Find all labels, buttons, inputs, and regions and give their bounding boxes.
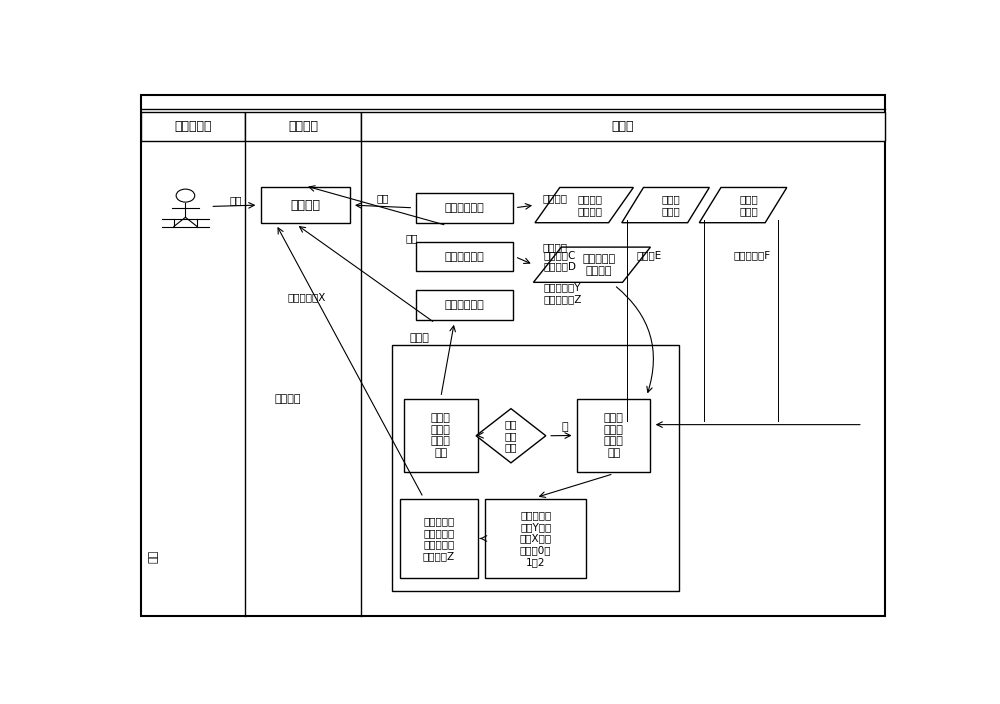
Text: 数据采集模块: 数据采集模块 bbox=[444, 203, 484, 213]
Text: 权重：E: 权重：E bbox=[637, 250, 662, 260]
Polygon shape bbox=[535, 187, 633, 222]
Text: 平均值：C
最大值：D: 平均值：C 最大值：D bbox=[544, 250, 576, 272]
Text: 数据生成: 数据生成 bbox=[543, 193, 568, 203]
Text: 风险等级：F: 风险等级：F bbox=[733, 250, 770, 260]
Bar bbox=[577, 399, 650, 472]
Text: 请求: 请求 bbox=[229, 195, 242, 205]
Bar bbox=[392, 345, 679, 591]
Text: 渠道权
重数据: 渠道权 重数据 bbox=[662, 194, 680, 216]
Text: 是: 是 bbox=[562, 422, 569, 432]
Text: 子流程: 子流程 bbox=[409, 333, 429, 343]
Text: 匹配: 匹配 bbox=[406, 233, 418, 243]
Text: 本发明: 本发明 bbox=[612, 120, 634, 133]
Text: 执行: 执行 bbox=[149, 549, 159, 562]
Bar bbox=[416, 193, 512, 222]
Bar bbox=[416, 241, 512, 272]
Text: 流量访问
阈值数据: 流量访问 阈值数据 bbox=[578, 194, 603, 216]
Bar bbox=[485, 499, 586, 578]
Text: 根据阶梯式
计算结果得
到对应的控
制策略：Z: 根据阶梯式 计算结果得 到对应的控 制策略：Z bbox=[423, 516, 455, 561]
Text: 取各自
的平均
值和最
大值: 取各自 的平均 值和最 大值 bbox=[604, 413, 624, 458]
Text: 阶梯式流量
控制策略: 阶梯式流量 控制策略 bbox=[582, 254, 615, 275]
Text: 控制策略模块: 控制策略模块 bbox=[444, 251, 484, 262]
Text: 是否
取通
用值: 是否 取通 用值 bbox=[505, 419, 517, 453]
Text: 渠道风
险数据: 渠道风 险数据 bbox=[739, 194, 758, 216]
Bar bbox=[540, 220, 865, 420]
Text: 数据生成: 数据生成 bbox=[543, 242, 568, 252]
Text: 采集: 采集 bbox=[376, 193, 389, 203]
Text: 系统操作员: 系统操作员 bbox=[174, 120, 212, 133]
Bar bbox=[404, 399, 478, 472]
Bar bbox=[261, 187, 350, 222]
Bar bbox=[416, 291, 512, 320]
Bar bbox=[245, 112, 361, 142]
Text: 根据阶梯式
公式Y计算
当前X对应
结果：0、
1、2: 根据阶梯式 公式Y计算 当前X对应 结果：0、 1、2 bbox=[520, 510, 552, 567]
Text: 流量请求：X: 流量请求：X bbox=[288, 292, 326, 302]
Text: 取操作
员当前
流量累
计量: 取操作 员当前 流量累 计量 bbox=[431, 413, 451, 458]
Text: 策略执行: 策略执行 bbox=[274, 394, 301, 404]
Text: 业务渠道: 业务渠道 bbox=[290, 199, 320, 212]
Text: 策略获取模块: 策略获取模块 bbox=[444, 301, 484, 310]
Text: 计算公式：Y
控制策略：Z: 计算公式：Y 控制策略：Z bbox=[544, 282, 582, 304]
Polygon shape bbox=[622, 187, 709, 222]
Polygon shape bbox=[476, 408, 546, 463]
Polygon shape bbox=[699, 187, 787, 222]
Text: 渠道系统: 渠道系统 bbox=[288, 120, 318, 133]
Polygon shape bbox=[533, 247, 650, 282]
Bar bbox=[140, 112, 245, 142]
Bar bbox=[361, 112, 885, 142]
Bar bbox=[400, 499, 478, 578]
Circle shape bbox=[176, 189, 195, 202]
